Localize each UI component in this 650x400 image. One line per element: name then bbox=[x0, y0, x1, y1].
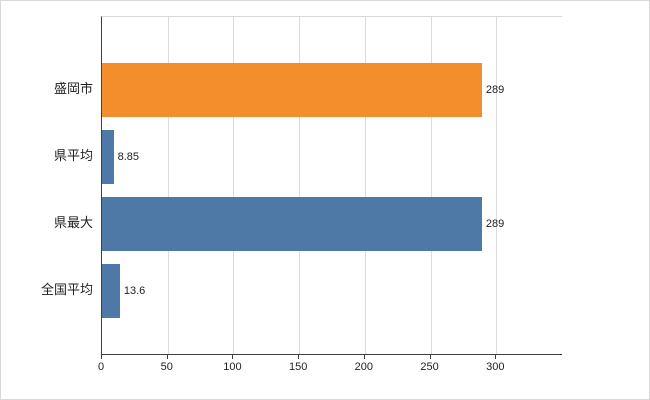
bar-value-label: 289 bbox=[485, 84, 505, 96]
x-tick-label: 100 bbox=[223, 361, 242, 373]
bar bbox=[102, 197, 482, 251]
plot-area: 289 8.85 289 13.6 bbox=[101, 16, 562, 355]
x-tick-label: 150 bbox=[288, 361, 308, 373]
bar-value-label: 8.85 bbox=[117, 151, 140, 163]
bar bbox=[102, 63, 482, 117]
bar bbox=[102, 264, 120, 318]
gridline bbox=[299, 17, 301, 354]
x-tick-label: 200 bbox=[354, 361, 374, 373]
x-tick-mark bbox=[101, 354, 102, 359]
category-label: 盛岡市 bbox=[53, 81, 93, 96]
x-tick-mark bbox=[363, 354, 365, 359]
x-tick-label: 0 bbox=[97, 361, 105, 373]
gridline bbox=[430, 17, 432, 354]
bar-value-label: 13.6 bbox=[123, 285, 146, 297]
x-tick-mark bbox=[166, 354, 168, 359]
category-label: 全国平均 bbox=[40, 282, 93, 297]
bar bbox=[102, 130, 114, 184]
gridline bbox=[233, 17, 235, 354]
category-label: 県平均 bbox=[53, 148, 93, 163]
gridline bbox=[496, 17, 498, 354]
x-tick-label: 300 bbox=[486, 361, 505, 373]
bar-value-label: 289 bbox=[485, 218, 505, 230]
x-tick-mark bbox=[429, 354, 431, 359]
x-tick-label: 50 bbox=[160, 361, 173, 373]
x-tick-mark bbox=[232, 354, 234, 359]
category-label: 県最大 bbox=[53, 215, 93, 230]
x-tick-mark bbox=[495, 354, 497, 359]
gridline bbox=[364, 17, 366, 354]
x-tick-label: 250 bbox=[420, 361, 439, 373]
gridline bbox=[167, 17, 169, 354]
x-tick-mark bbox=[298, 354, 300, 359]
